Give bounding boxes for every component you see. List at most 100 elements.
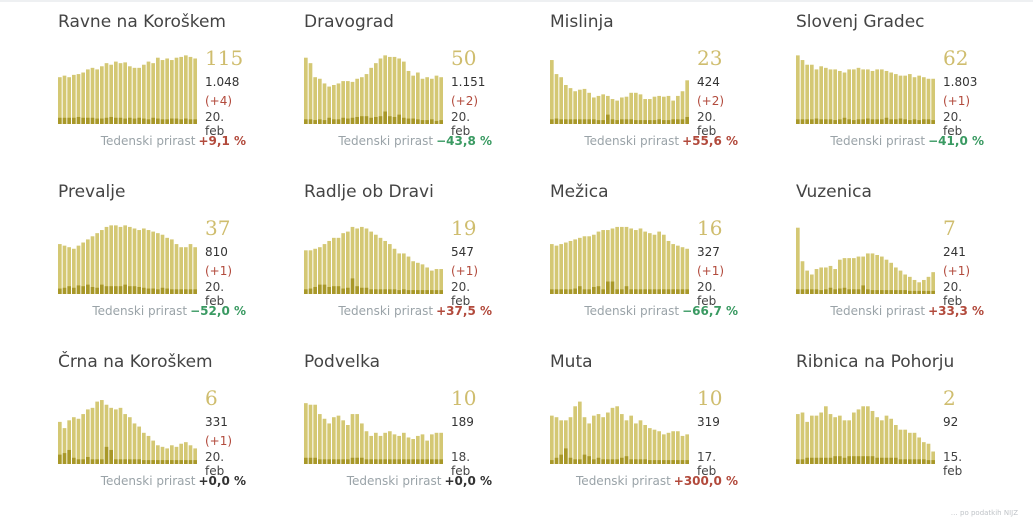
new-cases-bar	[931, 290, 935, 294]
new-cases-bar	[369, 117, 373, 124]
new-cases-bar	[100, 459, 104, 464]
active-cases-bar	[573, 239, 577, 294]
total-cases: 241	[943, 245, 966, 259]
new-cases-bar	[114, 117, 118, 124]
daily-delta: (+1)	[451, 264, 479, 278]
new-cases-bar	[819, 119, 823, 124]
new-cases-bar	[160, 287, 165, 294]
active-cases-bar	[564, 420, 568, 464]
active-cases-bar	[657, 95, 661, 124]
active-cases-bar	[666, 432, 671, 464]
active-cases-bar	[870, 410, 875, 464]
municipality-card: Podvelka 10 189 18. feb Tedenski prirast +0,0…	[246, 340, 492, 510]
active-cases-bar	[833, 69, 837, 124]
active-cases-bar	[109, 407, 113, 464]
active-cases-bar	[406, 70, 411, 124]
new-cases-bar	[86, 456, 90, 464]
new-cases-bar	[425, 120, 429, 124]
active-cases-bar	[193, 448, 197, 464]
new-cases-bar	[318, 459, 322, 464]
new-cases-bar	[378, 459, 383, 464]
weekly-growth: Tedenski prirast +0,0 %	[56, 474, 246, 488]
update-date: 20. feb	[451, 280, 471, 308]
active-cases-bar	[439, 269, 443, 294]
case-bar-chart	[304, 55, 443, 125]
active-cases-bar	[151, 63, 155, 124]
new-cases-bar	[355, 116, 359, 124]
municipality-card: Radlje ob Dravi 19 547 (+1) 20. feb Tedenski …	[246, 170, 492, 340]
new-cases-bar	[430, 290, 434, 294]
active-cases-bar	[170, 60, 174, 124]
active-cases-bar	[550, 415, 554, 464]
new-cases-bar	[657, 119, 661, 124]
new-cases-bar	[336, 459, 341, 464]
new-cases-bar	[824, 289, 828, 294]
municipality-name: Ravne na Koroškem	[58, 12, 226, 32]
active-cases-bar	[880, 256, 884, 294]
new-cases-bar	[118, 117, 123, 124]
daily-delta: (+1)	[205, 264, 233, 278]
active-cases-bar	[430, 270, 434, 294]
new-cases-bar	[332, 286, 336, 294]
new-cases-bar	[847, 456, 851, 464]
active-cases-bar	[128, 66, 132, 124]
new-cases-bar	[620, 457, 624, 464]
active-cases: 2	[943, 386, 956, 410]
active-cases-bar	[666, 240, 671, 294]
active-cases-bar	[308, 404, 313, 464]
new-cases-bar	[620, 119, 624, 124]
new-cases-bar	[926, 290, 931, 294]
new-cases-bar	[861, 285, 865, 294]
active-cases-bar	[833, 269, 837, 294]
municipality-name: Slovenj Gradec	[796, 12, 925, 32]
new-cases-bar	[582, 289, 587, 294]
active-cases-bar	[81, 242, 85, 294]
active-cases-bar	[852, 258, 856, 294]
active-cases-bar	[652, 429, 657, 464]
active-cases-bar	[648, 233, 652, 294]
active-cases-bar	[156, 445, 160, 464]
new-cases-bar	[355, 286, 359, 294]
active-cases-bar	[425, 267, 429, 294]
new-cases-bar	[629, 459, 633, 464]
new-cases-bar	[805, 457, 809, 464]
active-cases-bar	[856, 409, 861, 464]
new-cases-bar	[72, 117, 76, 124]
active-cases-bar	[118, 226, 123, 294]
active-cases-bar	[838, 415, 842, 464]
active-cases-bar	[657, 431, 661, 464]
new-cases-bar	[912, 119, 917, 124]
active-cases-bar	[327, 86, 331, 124]
case-bar-chart	[550, 226, 689, 294]
active-cases-bar	[76, 74, 81, 124]
active-cases-bar	[332, 85, 336, 124]
new-cases-bar	[917, 120, 921, 124]
new-cases-bar	[374, 289, 378, 294]
new-cases-bar	[434, 120, 439, 124]
active-cases-bar	[332, 237, 336, 294]
active-cases-bar	[564, 242, 568, 294]
active-cases-bar	[814, 69, 819, 124]
active-cases-bar	[104, 63, 109, 124]
new-cases-bar	[903, 119, 907, 124]
active-cases: 10	[451, 386, 477, 410]
active-cases-bar	[889, 418, 893, 464]
new-cases-bar	[313, 457, 317, 464]
new-cases-bar	[90, 286, 95, 294]
new-cases-bar	[814, 289, 819, 294]
active-cases-bar	[332, 417, 336, 464]
case-bar-chart	[58, 55, 197, 125]
active-cases-bar	[132, 228, 137, 294]
new-cases-bar	[332, 459, 336, 464]
weekly-growth-label: Tedenski prirast	[338, 134, 434, 148]
case-bar-chart	[550, 60, 689, 124]
new-cases-bar	[383, 459, 387, 464]
new-cases-bar	[922, 290, 926, 294]
active-cases-bar	[322, 418, 327, 464]
new-cases-bar	[578, 459, 582, 464]
case-bar-chart	[304, 226, 443, 294]
new-cases-bar	[383, 111, 387, 124]
new-cases-bar	[842, 457, 847, 464]
active-cases-bar	[416, 262, 420, 294]
update-date: 20. feb	[205, 280, 225, 308]
